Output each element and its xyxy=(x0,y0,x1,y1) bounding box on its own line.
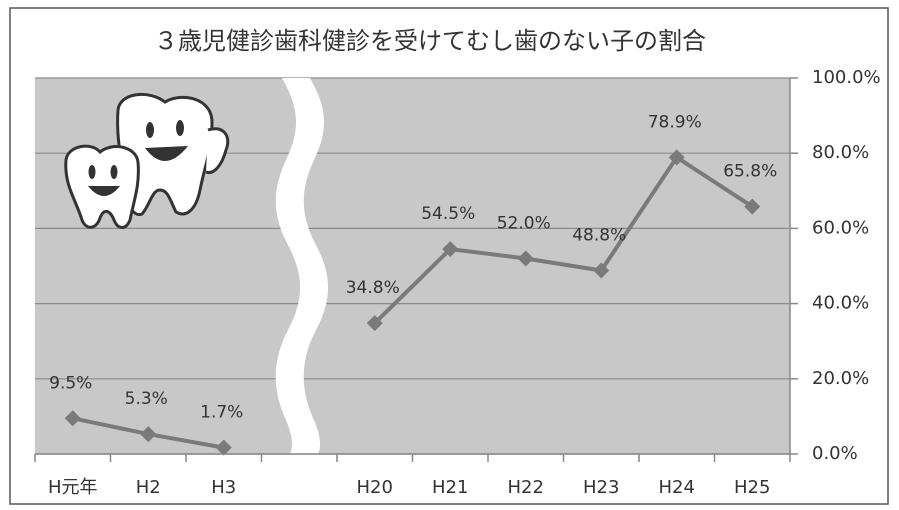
y-tick-label: 100.0% xyxy=(812,67,881,88)
x-tick-label: H25 xyxy=(734,477,770,498)
x-tick-label: H2 xyxy=(136,477,161,498)
page: ３歳児健診歯科健診を受けてむし歯のない子の割合 9.5% 5.3% 1.7% 34.8… xyxy=(0,0,899,510)
y-tick-label: 40.0% xyxy=(812,293,869,314)
value-label: 5.3% xyxy=(125,389,168,409)
x-tick-label: H元年 xyxy=(48,477,98,498)
y-tick-label: 0.0% xyxy=(812,443,858,464)
x-tick-label: H21 xyxy=(432,477,468,498)
x-tick-label: H20 xyxy=(357,477,393,498)
x-tick-label: H24 xyxy=(659,477,695,498)
chart-title: ３歳児健診歯科健診を受けてむし歯のない子の割合 xyxy=(154,27,706,55)
value-label: 9.5% xyxy=(49,373,92,393)
value-label: 52.0% xyxy=(497,213,551,233)
x-tick-label: H22 xyxy=(508,477,544,498)
chart: ３歳児健診歯科健診を受けてむし歯のない子の割合 9.5% 5.3% 1.7% 34.8… xyxy=(0,0,899,510)
x-tick-label: H3 xyxy=(211,477,236,498)
value-label: 34.8% xyxy=(346,278,400,298)
value-label: 78.9% xyxy=(648,112,702,132)
value-label: 48.8% xyxy=(572,226,626,246)
value-label: 54.5% xyxy=(421,204,475,224)
y-tick-label: 20.0% xyxy=(812,368,869,389)
y-tick-label: 60.0% xyxy=(812,217,869,238)
x-tick-label: H23 xyxy=(583,477,619,498)
y-tick-label: 80.0% xyxy=(812,142,869,163)
value-label: 65.8% xyxy=(723,162,777,182)
value-label: 1.7% xyxy=(200,403,243,423)
